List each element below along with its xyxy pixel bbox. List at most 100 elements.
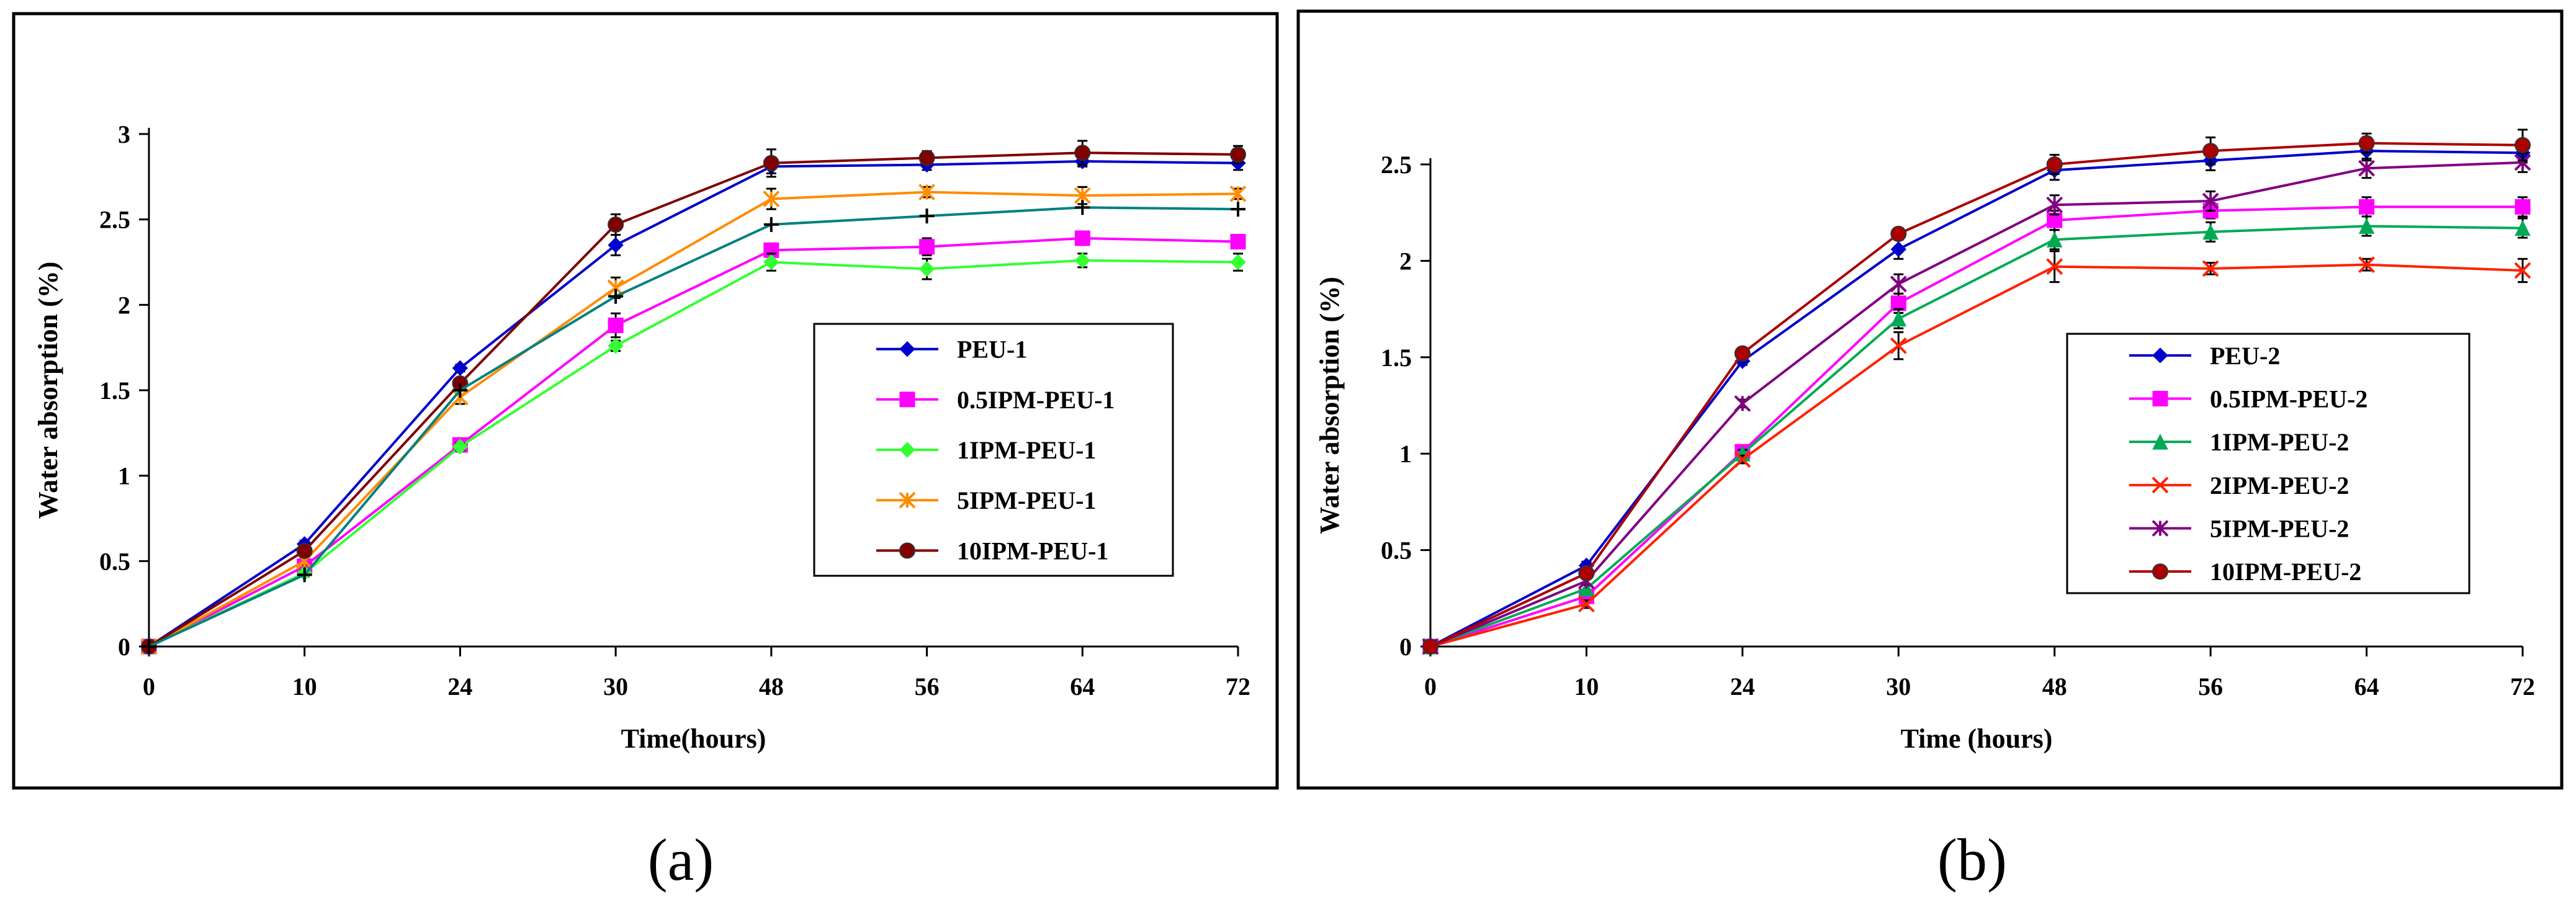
legend-label: 5IPM-PEU-1 xyxy=(957,486,1096,514)
x-axis-title: Time(hours) xyxy=(621,723,766,754)
legend-item: 5IPM-PEU-2 xyxy=(2129,515,2349,543)
data-point xyxy=(1734,451,1751,468)
legend-item: PEU-2 xyxy=(2129,342,2280,370)
data-point xyxy=(1230,254,1246,271)
legend-label: PEU-1 xyxy=(957,336,1027,364)
data-point xyxy=(452,383,468,398)
panel-caption: (a) xyxy=(648,826,714,893)
series-line xyxy=(148,190,1239,648)
data-point xyxy=(296,542,313,559)
y-tick-label: 1.5 xyxy=(99,377,130,405)
x-tick-label: 48 xyxy=(759,673,784,700)
legend-label: 0.5IPM-PEU-2 xyxy=(2210,385,2367,413)
data-point xyxy=(763,190,780,208)
y-tick-label: 2.5 xyxy=(99,206,130,234)
data-point xyxy=(918,261,935,277)
data-point xyxy=(918,184,935,201)
data-point xyxy=(1074,145,1091,161)
data-point xyxy=(2202,223,2219,240)
series-line xyxy=(1430,225,2523,648)
series-line xyxy=(148,151,1239,648)
y-axis-title: Water absorption (%) xyxy=(33,262,63,519)
legend-label: 10IPM-PEU-2 xyxy=(2210,558,2361,586)
legend-item: 0.5IPM-PEU-2 xyxy=(2129,385,2367,413)
data-point xyxy=(2046,231,2063,248)
x-tick-label: 24 xyxy=(447,673,472,700)
data-point xyxy=(1230,233,1246,249)
series-line xyxy=(148,206,1239,648)
legend-marker xyxy=(899,491,916,509)
legend-marker xyxy=(2152,434,2168,450)
data-point xyxy=(608,237,624,253)
legend-item: PEU-1 xyxy=(876,336,1027,364)
x-tick-label: 72 xyxy=(1226,673,1250,700)
data-point xyxy=(1734,345,1751,362)
x-tick-label: 30 xyxy=(1886,673,1911,700)
data-point xyxy=(1422,638,1438,655)
legend-marker xyxy=(2152,347,2168,364)
legend-item: 10IPM-PEU-2 xyxy=(2129,558,2361,586)
y-tick-label: 2 xyxy=(118,291,130,319)
legend-marker xyxy=(899,542,915,559)
series-line xyxy=(148,259,1239,648)
x-tick-label: 56 xyxy=(915,673,940,700)
x-tick-label: 24 xyxy=(1730,673,1755,700)
data-point xyxy=(141,639,156,654)
data-point xyxy=(1578,565,1595,581)
data-point xyxy=(2514,262,2531,279)
series-line xyxy=(1430,141,2523,648)
legend-marker xyxy=(899,341,915,357)
data-point xyxy=(297,567,312,583)
legend-label: 2IPM-PEU-2 xyxy=(2210,472,2349,499)
legend-label: 1IPM-PEU-2 xyxy=(2210,428,2349,456)
y-tick-label: 0.5 xyxy=(99,547,130,575)
data-point xyxy=(1734,395,1751,412)
series-line xyxy=(148,236,1239,648)
legend: PEU-1 0.5IPM-PEU-1 1IPM-PEU-1 5IPM-PEU-1 10I… xyxy=(813,323,1174,577)
legend-label: 5IPM-PEU-2 xyxy=(2210,515,2349,543)
data-point xyxy=(2046,156,2063,172)
x-tick-label: 0 xyxy=(1424,673,1437,700)
data-point xyxy=(2046,258,2063,275)
data-point xyxy=(2202,260,2219,277)
data-point xyxy=(608,216,624,233)
data-point xyxy=(1890,310,1907,327)
x-tick-label: 0 xyxy=(143,673,155,700)
data-point xyxy=(1578,596,1595,613)
y-tick-label: 1.5 xyxy=(1381,344,1412,372)
x-tick-label: 10 xyxy=(292,673,317,700)
data-point xyxy=(1231,202,1245,217)
x-tick-label: 56 xyxy=(2198,673,2223,700)
series-4 xyxy=(1422,151,2531,655)
data-point xyxy=(608,317,624,333)
series-5 xyxy=(1422,128,2531,655)
legend-item: 1IPM-PEU-1 xyxy=(876,436,1096,464)
legend-item: 0.5IPM-PEU-1 xyxy=(876,386,1115,414)
series-line xyxy=(1430,205,2523,648)
data-point xyxy=(2358,159,2375,177)
data-point xyxy=(2046,196,2063,213)
y-tick-label: 1 xyxy=(118,462,130,490)
series-line xyxy=(1430,161,2523,648)
legend-item: 5IPM-PEU-1 xyxy=(876,486,1096,514)
chart-panel-a: 00.511.522.530 10 24 30 48 56 64 72Time(hours)W… xyxy=(12,12,1279,893)
data-point xyxy=(918,150,935,166)
series-5 xyxy=(141,200,1245,654)
legend-item: 10IPM-PEU-1 xyxy=(876,537,1108,565)
legend-marker xyxy=(2152,477,2169,494)
data-point xyxy=(1890,337,1907,354)
data-point xyxy=(452,439,469,455)
panel-caption: (b) xyxy=(1937,826,2007,893)
y-tick-label: 3 xyxy=(118,120,130,148)
data-point xyxy=(2358,218,2375,234)
data-point xyxy=(2515,220,2531,236)
data-point xyxy=(2202,143,2219,159)
y-tick-label: 1 xyxy=(1399,440,1412,468)
x-tick-label: 64 xyxy=(2354,673,2379,700)
data-point xyxy=(1230,146,1246,163)
data-point xyxy=(2359,199,2375,215)
legend-marker xyxy=(2152,563,2168,580)
legend-box xyxy=(813,323,1174,577)
data-point xyxy=(1075,200,1090,215)
